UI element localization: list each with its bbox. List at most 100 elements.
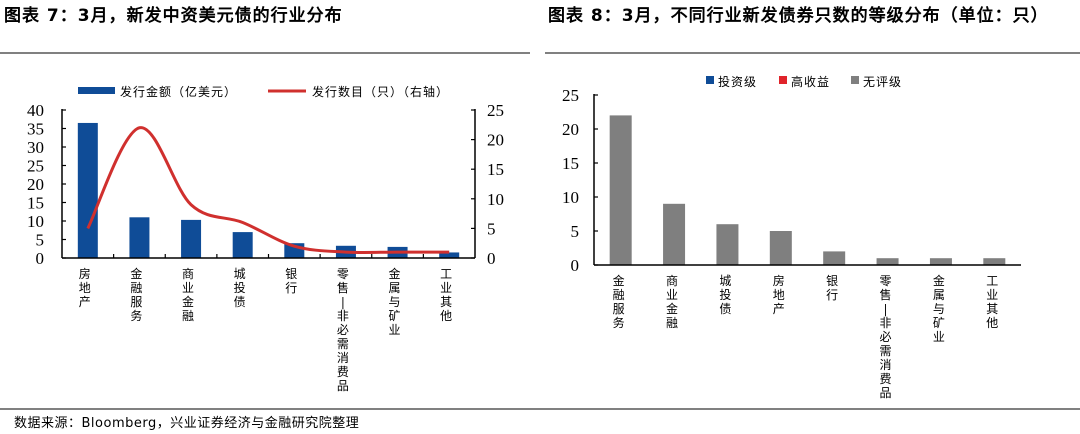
x-category-label: 房地产 — [79, 266, 91, 309]
legend-label: 高收益 — [791, 74, 830, 89]
svg-text:费: 费 — [880, 372, 892, 386]
svg-text:房: 房 — [79, 266, 91, 281]
svg-text:业: 业 — [666, 288, 678, 302]
svg-text:服: 服 — [613, 302, 625, 316]
svg-text:必: 必 — [337, 323, 349, 337]
svg-text:属: 属 — [933, 288, 945, 302]
source-divider — [0, 408, 1080, 410]
figure7-chart: 发行金额（亿美元） 发行数目（只）（右轴）05101520253035400510… — [27, 84, 504, 393]
svg-text:消: 消 — [337, 351, 349, 365]
svg-text:行: 行 — [826, 288, 838, 302]
left-tick-label: 25 — [27, 157, 44, 176]
svg-text:|: | — [884, 302, 888, 316]
svg-text:服: 服 — [130, 295, 142, 309]
figure8-title: 图表 8：3月，不同行业新发债券只数的等级分布（单位：只） — [548, 6, 1049, 26]
left-tick-label: 0 — [36, 249, 45, 268]
figure7-title-divider — [0, 52, 530, 54]
svg-text:地: 地 — [773, 288, 785, 302]
svg-text:行: 行 — [285, 281, 297, 295]
svg-text:融: 融 — [130, 281, 142, 295]
svg-text:投: 投 — [234, 280, 246, 295]
svg-text:品: 品 — [337, 379, 349, 393]
svg-text:金: 金 — [130, 266, 142, 281]
bar-unrated — [663, 203, 686, 265]
x-category-label: 城投债 — [234, 267, 246, 309]
svg-text:业: 业 — [182, 281, 194, 295]
left-tick-label: 5 — [36, 231, 45, 250]
svg-text:金: 金 — [933, 273, 945, 288]
bar-unrated — [823, 251, 846, 265]
legend-swatch — [779, 76, 787, 84]
source-note: 数据来源：Bloomberg，兴业证券经济与金融研究院整理 — [14, 416, 360, 431]
svg-text:业: 业 — [440, 281, 452, 295]
x-category-label: 城投债 — [719, 274, 731, 316]
left-tick-label: 40 — [27, 101, 44, 120]
svg-text:他: 他 — [986, 316, 998, 330]
svg-text:商: 商 — [666, 273, 678, 288]
svg-text:金: 金 — [182, 294, 194, 309]
svg-text:融: 融 — [613, 288, 625, 302]
x-category-label: 房地产 — [773, 273, 785, 316]
y-tick-label: 20 — [562, 120, 579, 139]
legend-label: 投资级 — [718, 74, 757, 89]
svg-text:工: 工 — [986, 274, 998, 288]
left-tick-label: 35 — [27, 120, 44, 139]
svg-text:|: | — [341, 295, 345, 309]
svg-text:业: 业 — [933, 330, 945, 344]
svg-text:业: 业 — [389, 323, 401, 337]
x-category-label: 银行 — [826, 274, 838, 302]
svg-text:他: 他 — [440, 309, 452, 323]
svg-text:城: 城 — [719, 274, 731, 288]
svg-text:需: 需 — [880, 344, 892, 358]
y-tick-label: 25 — [562, 86, 579, 105]
bar-amount — [77, 122, 98, 258]
svg-text:矿: 矿 — [389, 309, 401, 323]
svg-text:与: 与 — [933, 302, 945, 316]
left-tick-label: 10 — [27, 212, 44, 231]
left-tick-label: 20 — [27, 175, 44, 194]
bar-unrated — [716, 224, 739, 265]
line-count — [86, 126, 450, 255]
bar-amount — [232, 232, 253, 258]
y-tick-label: 0 — [571, 256, 580, 275]
svg-text:产: 产 — [773, 302, 785, 316]
bar-unrated — [769, 231, 792, 265]
figure7-legend: 发行金额（亿美元） 发行数目（只）（右轴） — [78, 84, 448, 99]
svg-text:非: 非 — [337, 309, 349, 323]
right-tick-label: 15 — [487, 160, 504, 179]
svg-text:房: 房 — [773, 273, 785, 288]
figure8-title-divider — [545, 52, 1080, 54]
bar-amount — [181, 219, 202, 258]
right-tick-label: 20 — [487, 131, 504, 150]
svg-text:属: 属 — [389, 281, 401, 295]
svg-text:工: 工 — [440, 267, 452, 281]
svg-text:售: 售 — [880, 287, 892, 302]
svg-text:品: 品 — [880, 386, 892, 400]
figure8-legend: 投资级 高收益 无评级 — [706, 74, 901, 89]
svg-text:费: 费 — [337, 365, 349, 379]
bar-unrated — [929, 258, 952, 265]
right-tick-label: 0 — [487, 249, 496, 268]
svg-text:需: 需 — [337, 337, 349, 351]
svg-text:与: 与 — [389, 295, 401, 309]
y-tick-label: 5 — [571, 222, 580, 241]
svg-text:业: 业 — [986, 288, 998, 302]
svg-text:消: 消 — [880, 358, 892, 372]
svg-text:产: 产 — [79, 295, 91, 309]
figure8-chart: 投资级 高收益 无评级0510152025金融服务商业金融城投债房地产银行零售|非必… — [562, 74, 1021, 400]
y-tick-label: 10 — [562, 188, 579, 207]
bar-amount — [439, 252, 460, 258]
svg-text:城: 城 — [234, 267, 246, 281]
svg-text:债: 债 — [234, 295, 246, 309]
bar-unrated — [983, 258, 1006, 265]
left-tick-label: 30 — [27, 138, 44, 157]
svg-text:零: 零 — [337, 267, 349, 281]
svg-text:融: 融 — [182, 309, 194, 323]
y-tick-label: 15 — [562, 154, 579, 173]
svg-text:务: 务 — [130, 308, 142, 323]
